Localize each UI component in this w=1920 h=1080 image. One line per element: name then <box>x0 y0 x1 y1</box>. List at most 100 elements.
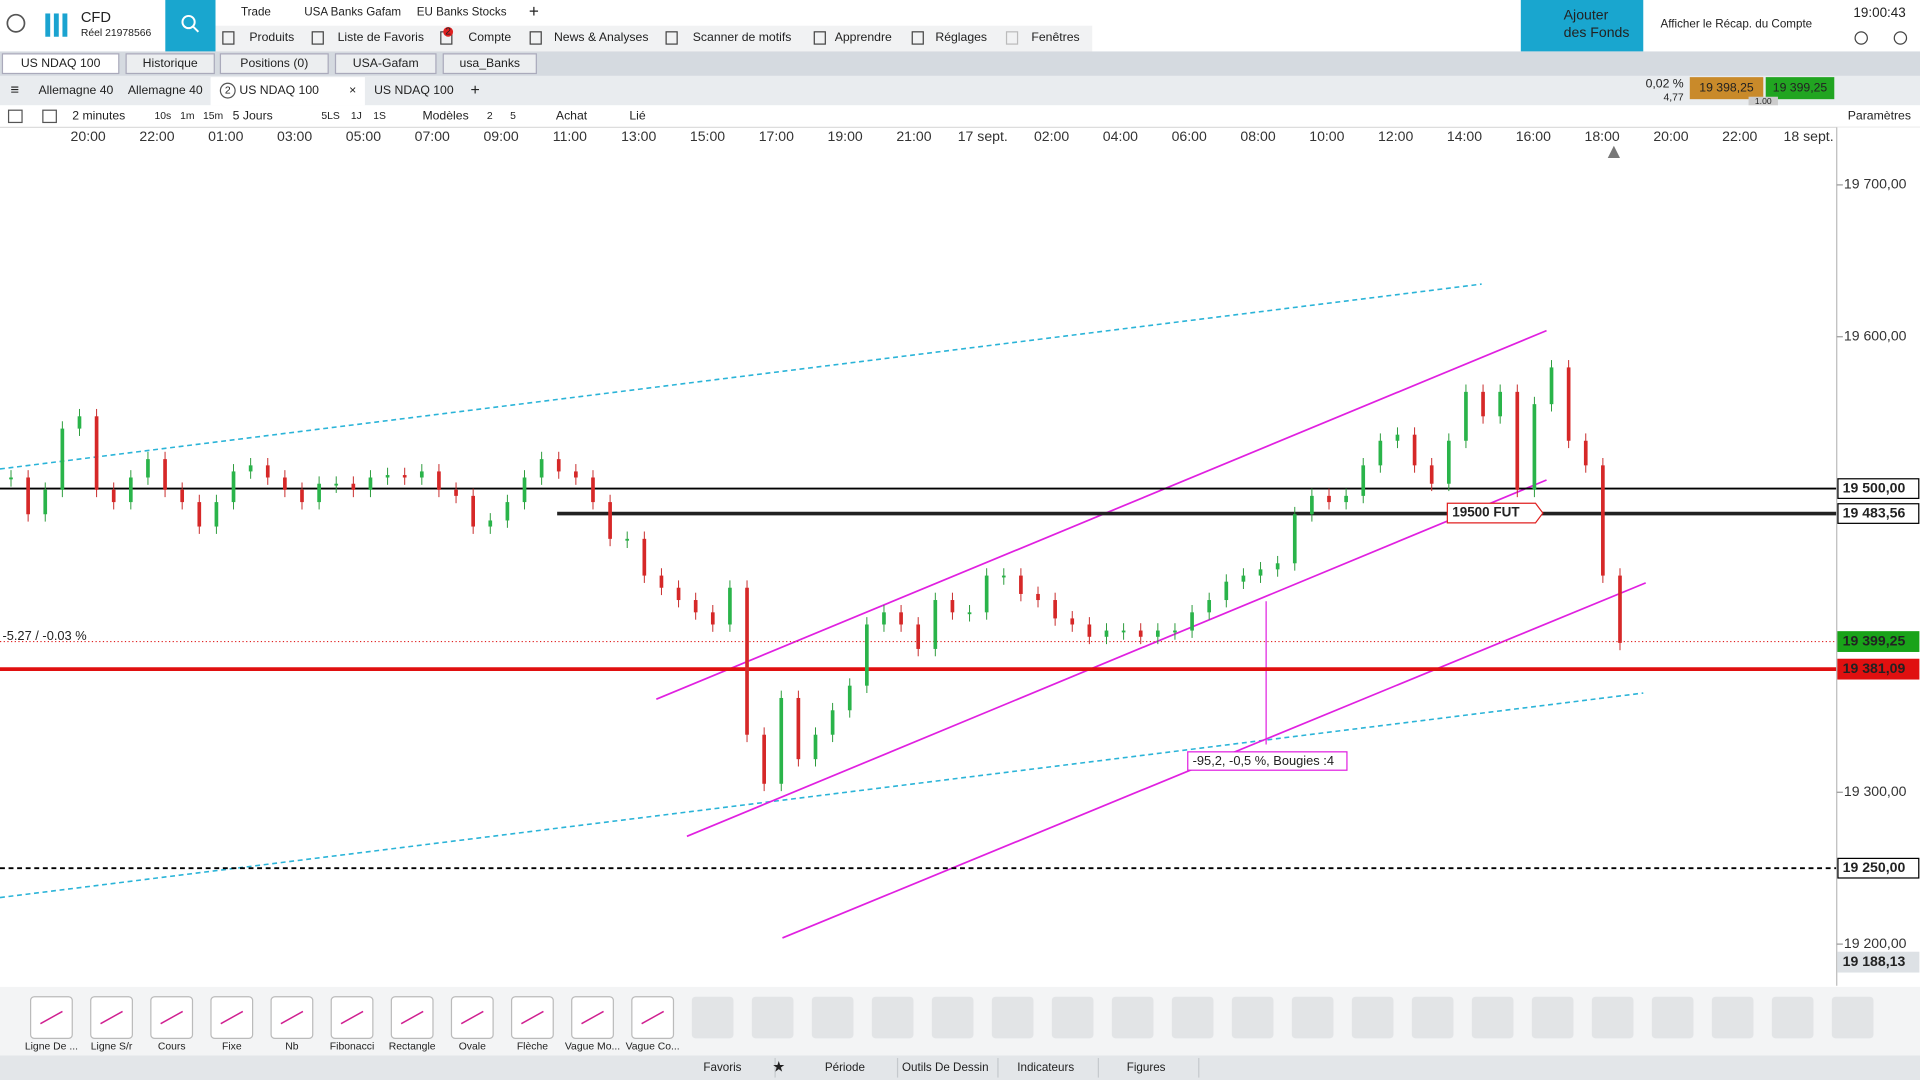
empty-slot[interactable] <box>1231 996 1274 1039</box>
menu-icon <box>311 31 324 45</box>
menu-item[interactable]: Scanner de motifs <box>693 30 792 44</box>
candle <box>950 600 955 613</box>
empty-slot[interactable] <box>1051 996 1094 1039</box>
range-shortcut[interactable]: 1J <box>351 111 362 122</box>
add-tab[interactable]: + <box>470 82 479 99</box>
empty-slot[interactable] <box>1291 996 1334 1039</box>
empty-slot[interactable] <box>1471 996 1514 1039</box>
tool-label: Vague Co... <box>626 1042 680 1053</box>
power-icon[interactable] <box>1893 31 1908 45</box>
bid-box[interactable] <box>1689 77 1764 100</box>
account-summary[interactable]: Afficher le Récap. du Compte <box>1661 18 1813 31</box>
range-shortcut[interactable]: 1S <box>373 111 386 122</box>
chart-tab[interactable]: Allemagne 40 <box>128 83 203 97</box>
empty-slot[interactable] <box>1831 996 1874 1039</box>
menu-item[interactable]: Liste de Favoris <box>338 30 424 44</box>
tool-label: Fixe <box>222 1042 242 1053</box>
interval-shortcut[interactable]: 10s <box>154 111 171 122</box>
quick-list[interactable]: EU Banks Stocks <box>417 5 507 18</box>
empty-slot[interactable] <box>931 996 974 1039</box>
chart-tab[interactable]: Allemagne 40 <box>39 83 114 97</box>
workspace-tab[interactable] <box>442 53 537 75</box>
layout-icon[interactable] <box>42 109 57 124</box>
candle <box>1583 440 1588 466</box>
trade-menu[interactable]: Trade <box>241 5 271 18</box>
interval[interactable]: 2 minutes <box>72 109 125 123</box>
add-list-icon[interactable]: + <box>529 1 539 21</box>
empty-slot[interactable] <box>871 996 914 1039</box>
bottom-tab[interactable]: Outils De Dessin <box>902 1061 989 1074</box>
templates[interactable]: Modèles <box>422 109 468 123</box>
candle <box>300 489 304 503</box>
layout-option[interactable]: 5 <box>510 111 516 122</box>
time-label: 13:00 <box>621 128 656 144</box>
menu-bar <box>215 25 1093 52</box>
empty-slot[interactable] <box>811 996 854 1039</box>
chart-tab[interactable]: US NDAQ 100 <box>239 83 319 97</box>
bottom-tab[interactable]: Période <box>825 1061 865 1074</box>
range[interactable]: 5 Jours <box>233 109 273 123</box>
empty-slot[interactable] <box>1111 996 1154 1039</box>
close-tab[interactable]: × <box>349 83 356 97</box>
list-icon[interactable] <box>7 109 23 124</box>
ask-box[interactable] <box>1765 77 1835 100</box>
workspace-tab[interactable] <box>1 53 120 75</box>
time-label: 16:00 <box>1516 128 1551 144</box>
empty-slot[interactable] <box>751 996 794 1039</box>
workspace-tab[interactable] <box>125 53 215 75</box>
candle <box>1019 575 1023 594</box>
profile-icon[interactable] <box>6 13 26 33</box>
empty-slot[interactable] <box>1591 996 1634 1039</box>
workspace-tab[interactable] <box>334 53 437 75</box>
empty-slot[interactable] <box>1351 996 1394 1039</box>
candle <box>351 483 356 490</box>
tool-icon <box>641 1010 665 1025</box>
scroll-marker[interactable] <box>1607 145 1620 158</box>
bottom-tab[interactable]: Favoris <box>703 1061 741 1074</box>
empty-slot[interactable] <box>691 996 734 1039</box>
fut-label: 19500 FUT <box>1452 505 1520 520</box>
info-icon[interactable] <box>1854 31 1868 45</box>
active-chart-tab[interactable] <box>210 77 365 106</box>
candle <box>933 600 938 649</box>
quick-list[interactable]: USA Banks Gafam <box>304 5 401 18</box>
search-button[interactable] <box>165 0 216 52</box>
workspace-tab[interactable] <box>219 53 329 75</box>
candle <box>265 465 270 478</box>
menu-item[interactable]: Compte <box>468 30 511 44</box>
settings-button[interactable]: Paramètres <box>1848 109 1911 123</box>
menu-icon[interactable]: ≡ <box>10 82 19 98</box>
bid: 19 398,25 <box>1699 80 1754 94</box>
chart-tab[interactable]: US NDAQ 100 <box>374 83 454 97</box>
layout-option[interactable]: 2 <box>487 111 493 122</box>
bottom-tab[interactable]: Indicateurs <box>1017 1061 1074 1074</box>
empty-slot[interactable] <box>1651 996 1694 1039</box>
interval-shortcut[interactable]: 1m <box>180 111 194 122</box>
link-button[interactable]: Lié <box>629 109 646 123</box>
tool-icon <box>160 1010 184 1025</box>
empty-slot[interactable] <box>991 996 1034 1039</box>
empty-slot[interactable] <box>1171 996 1214 1039</box>
add-funds-button[interactable] <box>1520 0 1644 52</box>
bottom-tab[interactable]: Figures <box>1127 1061 1166 1074</box>
favorite-star[interactable]: ★ <box>772 1060 785 1076</box>
menu-item[interactable]: Produits <box>249 30 294 44</box>
menu-item[interactable]: Réglages <box>935 30 987 44</box>
empty-slot[interactable] <box>1771 996 1814 1039</box>
menu-item[interactable]: Apprendre <box>835 30 892 44</box>
empty-slot[interactable] <box>1531 996 1574 1039</box>
menu-item[interactable]: News & Analyses <box>554 30 649 44</box>
range-shortcut[interactable]: 5LS <box>321 111 340 122</box>
candle <box>1275 563 1280 570</box>
empty-slot[interactable] <box>1711 996 1754 1039</box>
interval-shortcut[interactable]: 15m <box>203 111 223 122</box>
trend-line <box>0 692 1644 899</box>
menu-item[interactable]: Fenêtres <box>1031 30 1079 44</box>
candle <box>111 489 116 503</box>
order-button[interactable]: Achat <box>556 109 588 123</box>
empty-slot[interactable] <box>1411 996 1454 1039</box>
time-label: 12:00 <box>1378 128 1413 144</box>
level-label: 19 500,00 <box>1843 479 1906 495</box>
candle <box>728 587 732 625</box>
candle <box>60 428 65 490</box>
